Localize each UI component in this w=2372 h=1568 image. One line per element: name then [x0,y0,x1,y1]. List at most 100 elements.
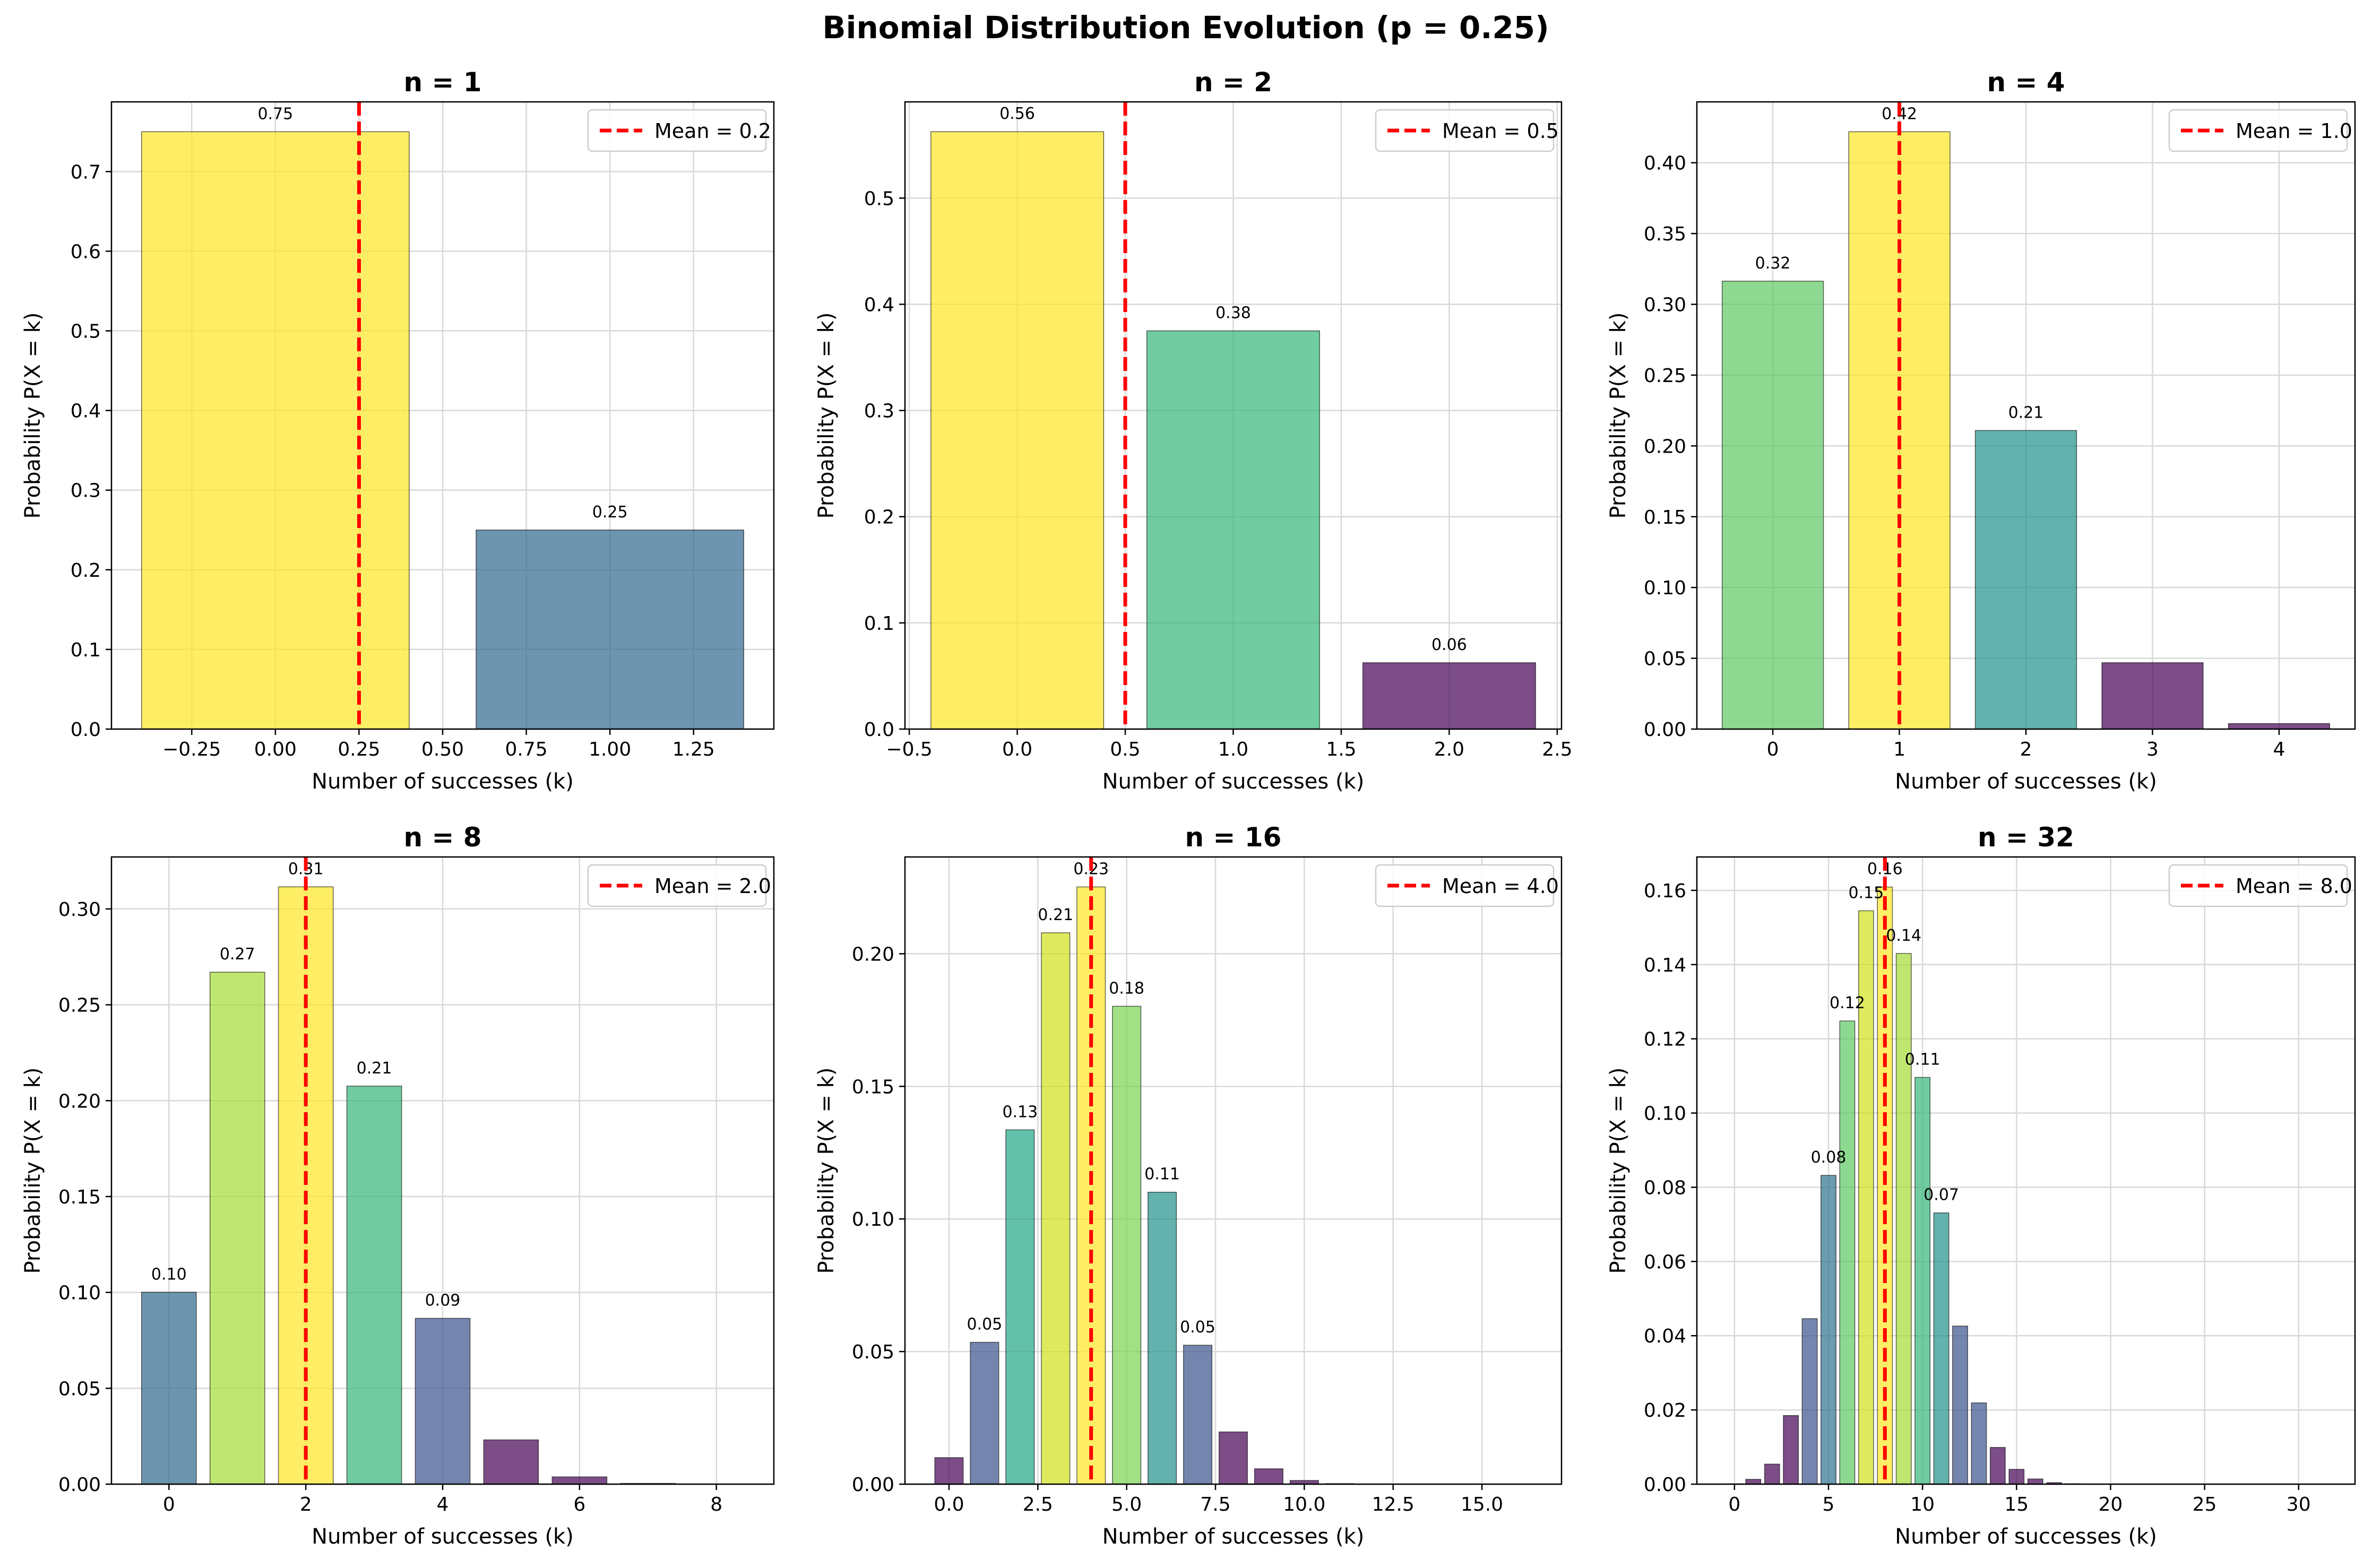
data-label-k-6: 0.11 [1144,1165,1180,1184]
y-tick-label: 0.20 [852,943,894,965]
bar-k-1 [209,972,265,1485]
data-label-k-7: 0.15 [1848,883,1884,902]
y-tick-label: 0.15 [1644,507,1686,529]
y-tick-label: 0.00 [1644,1474,1686,1496]
bar-k-10 [1914,1077,1931,1485]
y-tick-label: 0.4 [864,294,894,316]
x-axis-label: Number of successes (k) [1895,769,2157,794]
y-tick-label: 0.25 [1644,365,1686,387]
y-tick-label: 0.00 [58,1474,101,1496]
bars [1726,886,2081,1485]
data-label-k-5: 0.08 [1811,1148,1847,1167]
y-tick-label: 0.35 [1644,223,1686,245]
bar-k-6 [1148,1191,1177,1485]
data-label-k-1: 0.05 [967,1315,1003,1334]
y-tick-label: 0.08 [1644,1177,1686,1199]
x-tick-label: 25 [2193,1494,2217,1515]
bar-k-1 [970,1341,999,1485]
x-tick-label: 0.0 [1002,739,1032,760]
y-tick-label: 0.30 [1644,294,1686,316]
x-axis-label: Number of successes (k) [1895,1524,2157,1549]
y-tick-label: 0.15 [852,1076,894,1098]
legend: Mean = 8.0 [2168,864,2352,907]
y-tick-label: 0.2 [864,507,894,529]
x-tick-label: 0 [1767,739,1779,760]
y-tick-label: 0.5 [864,188,894,210]
bars [934,886,1355,1485]
subplot-title: n = 2 [1194,67,1272,98]
bar-k-2 [1005,1129,1035,1485]
bar-k-0 [934,1457,964,1485]
y-tick-label: 0.7 [71,161,101,183]
y-tick-label: 0.10 [58,1283,101,1304]
data-label-k-2: 0.21 [2008,403,2044,422]
y-tick-label: 0.3 [71,480,101,502]
y-tick-label: 0.3 [864,401,894,422]
x-tick-label: 1.0 [1218,739,1248,760]
bar-k-13 [1971,1402,1987,1485]
legend-box [2168,864,2348,907]
y-tick-label: 0.20 [1644,436,1686,457]
y-tick-label: 0.05 [1644,648,1686,670]
x-tick-label: 0.5 [1110,739,1140,760]
y-tick-label: 0.1 [864,613,894,635]
x-tick-label: 2.0 [1434,739,1464,760]
y-tick-label: 0.00 [852,1474,894,1496]
x-tick-label: 0 [1728,1494,1740,1515]
legend-box [587,864,767,907]
data-label-k-0: 0.10 [151,1265,187,1284]
data-label-k-1: 0.38 [1215,304,1251,322]
x-tick-label: 1 [1893,739,1905,760]
bar-k-0 [930,131,1105,730]
legend-box [1375,864,1555,907]
subplot-6: 0.08 0.12 0.15 0.16 0.14 0.11 0.07 0 5 10 15 20 25 30… [1606,822,2356,1549]
x-tick-label: 12.5 [1372,1494,1414,1515]
x-tick-label: 0.25 [338,739,380,760]
y-tick-label: 0.15 [58,1186,101,1208]
subplot-4: 0.100.270.310.210.09024680.000.050.100.1… [21,822,775,1549]
data-label-k-11: 0.07 [1924,1186,1959,1205]
bar-k-3 [2101,662,2204,730]
subplot-1: 0.75 0.25 −0.25 0.00 0.25 0.50 0.75 1.00 1.25 0.0… [21,67,775,794]
y-tick-label: 0.5 [71,321,101,343]
x-tick-label: 2.5 [1542,739,1572,760]
x-tick-label: 10 [1910,1494,1935,1515]
y-axis: 0.0 0.1 0.2 0.3 0.4 0.5 [864,188,905,741]
y-tick-label: 0.30 [58,899,101,921]
data-label-k-0: 0.56 [999,105,1035,123]
bar-k-4 [2228,723,2331,730]
panels: 0.750.25−0.25 0.00 0.25 0.50 0.75 1.00 1.250.0… [21,67,2356,1549]
y-tick-label: 0.10 [1644,577,1686,599]
legend: Mean = 1.0 [2168,109,2352,152]
y-tick-label: 0.04 [1644,1326,1686,1347]
x-tick-label: 4 [2273,739,2285,760]
y-axis: 0.00 0.02 0.04 0.06 0.08 0.10 0.12 0.14 0.16 [1644,880,1697,1496]
legend-label: Mean = 2.0 [654,874,771,898]
data-labels: 0.75 0.25 [257,105,627,521]
subplot-title: n = 8 [403,822,481,853]
legend-label: Mean = 4.0 [1442,874,1559,898]
subplot-title: n = 16 [1185,822,1282,853]
x-tick-label: −0.25 [162,739,221,760]
legend-label: Mean = 8.0 [2236,874,2352,898]
data-labels: 0.050.130.210.230.180.110.05 [967,860,1215,1337]
y-tick-label: 0.02 [1644,1400,1686,1422]
figure-title: Binomial Distribution Evolution (p = 0.2… [822,10,1549,46]
bar-k-16 [2027,1478,2043,1485]
legend: Mean = 2.0 [587,864,771,907]
x-tick-label: 4 [437,1494,449,1515]
subplot-2: 0.560.380.06−0.5 0.0 0.5 1.0 1.5 2.0 2.50.00.1… [814,67,1572,794]
data-label-k-10: 0.11 [1905,1050,1940,1069]
subplot-3: 0.320.420.21012340.000.050.100.150.200.2… [1606,67,2356,794]
data-label-k-3: 0.21 [357,1059,392,1078]
bar-k-4 [1801,1318,1818,1485]
x-tick-label: 2.5 [1023,1494,1053,1515]
bar-k-9 [1895,953,1912,1485]
y-tick-label: 0.2 [71,560,101,582]
x-tick-label: 0.75 [505,739,547,760]
x-tick-label: 1.00 [589,739,631,760]
bar-k-5 [1112,1006,1142,1485]
x-tick-label: 0.50 [421,739,464,760]
bars [141,131,745,730]
data-label-k-1: 0.25 [592,503,628,522]
